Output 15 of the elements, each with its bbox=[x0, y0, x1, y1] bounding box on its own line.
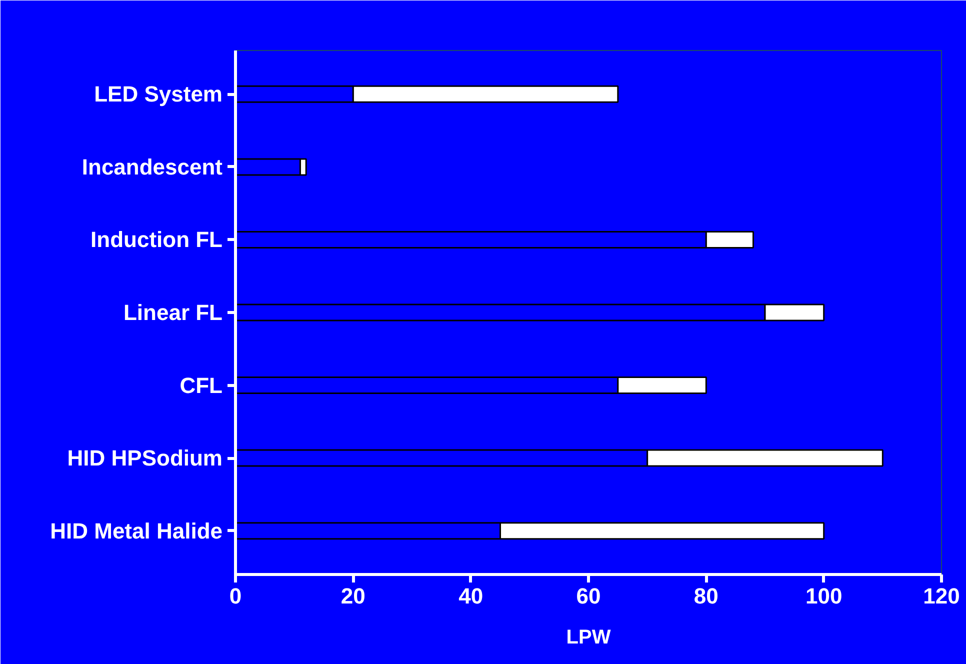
x-tick-label: 40 bbox=[458, 584, 484, 608]
y-tick-label: Linear FL bbox=[123, 300, 223, 325]
y-tick-label: CFL bbox=[180, 372, 222, 398]
x-tick-label: 60 bbox=[576, 584, 601, 608]
y-tick-label: HID Metal Halide bbox=[50, 518, 223, 544]
y-tick-label: Incandescent bbox=[82, 154, 224, 180]
x-tick-label: 120 bbox=[923, 584, 960, 608]
y-tick-label: HID HPSodium bbox=[67, 446, 223, 471]
y-tick-label: Induction FL bbox=[90, 227, 222, 252]
x-tick-label: 0 bbox=[229, 584, 242, 608]
y-tick-label: LED System bbox=[94, 82, 223, 107]
x-tick-label: 20 bbox=[340, 584, 366, 608]
x-axis-title: LPW bbox=[566, 626, 611, 648]
x-tick-label: 80 bbox=[694, 584, 718, 608]
x-tick-label: 100 bbox=[805, 584, 842, 608]
